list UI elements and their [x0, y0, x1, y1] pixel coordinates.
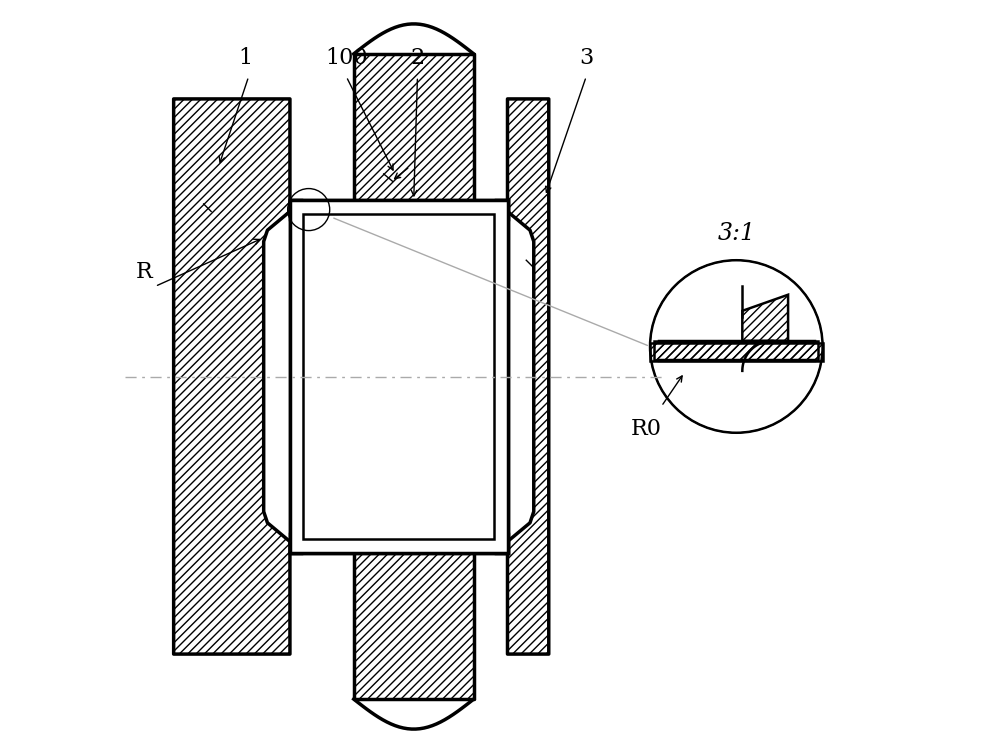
Text: 3:1: 3:1: [717, 222, 755, 245]
Text: 100: 100: [325, 47, 368, 69]
Bar: [650, 343, 823, 361]
Text: R: R: [135, 261, 152, 282]
Bar: [290, 200, 301, 553]
Bar: [303, 214, 494, 539]
Bar: [654, 341, 818, 360]
Bar: [290, 534, 508, 553]
Text: 1: 1: [238, 47, 252, 69]
Text: 2: 2: [410, 47, 425, 69]
Bar: [301, 219, 496, 553]
Text: 3: 3: [579, 47, 593, 69]
Bar: [290, 200, 508, 219]
Text: R0: R0: [631, 418, 662, 440]
Bar: [496, 200, 508, 553]
Bar: [290, 200, 508, 553]
